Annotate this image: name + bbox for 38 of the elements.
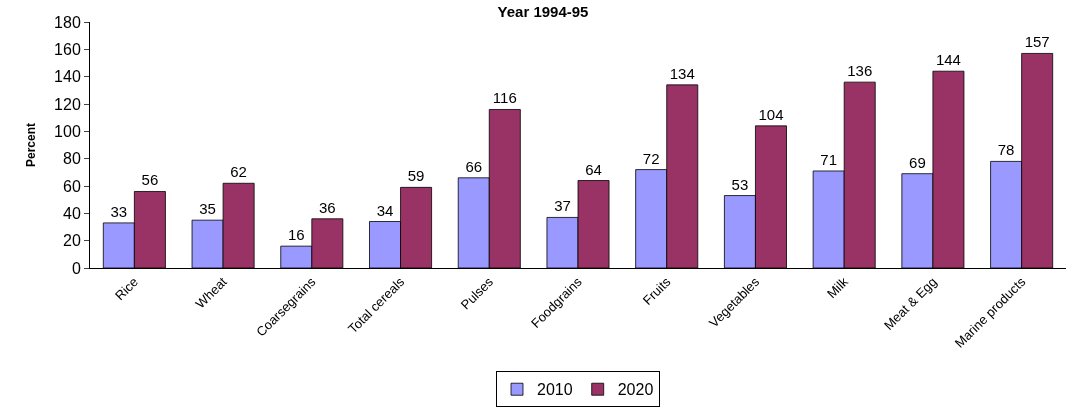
data-label: 33 bbox=[110, 202, 128, 220]
y-axis-title: Percent bbox=[24, 122, 39, 168]
y-tick-label: 100 bbox=[54, 122, 81, 140]
data-label: 36 bbox=[319, 198, 336, 216]
data-label: 71 bbox=[820, 150, 837, 168]
data-label: 72 bbox=[642, 149, 660, 167]
data-label: 66 bbox=[465, 157, 483, 175]
data-label: 35 bbox=[199, 200, 216, 218]
y-tick-label: 60 bbox=[63, 177, 81, 195]
legend-label: 2010 bbox=[537, 381, 573, 399]
chart-title: Year 1994-95 bbox=[497, 2, 589, 20]
data-label: 53 bbox=[731, 175, 749, 193]
data-label: 37 bbox=[554, 197, 571, 215]
data-label: 157 bbox=[1024, 33, 1050, 51]
x-tick-label: Milk bbox=[823, 273, 852, 302]
data-label: 78 bbox=[997, 141, 1015, 159]
y-tick-label: 40 bbox=[63, 204, 81, 222]
data-label: 59 bbox=[407, 167, 425, 185]
data-label: 56 bbox=[141, 171, 159, 189]
y-tick-label: 0 bbox=[71, 259, 81, 277]
data-label: 62 bbox=[230, 163, 247, 181]
y-tick-label: 20 bbox=[63, 232, 81, 250]
data-label: 104 bbox=[758, 105, 784, 123]
legend-label: 2020 bbox=[617, 381, 654, 399]
x-tick-label: Rice bbox=[112, 274, 142, 304]
y-tick-label: 80 bbox=[63, 150, 81, 168]
y-tick-label: 180 bbox=[54, 13, 81, 31]
data-label: 144 bbox=[935, 51, 961, 69]
data-label: 34 bbox=[376, 201, 394, 219]
data-label: 64 bbox=[585, 160, 602, 178]
data-label: 16 bbox=[287, 226, 305, 244]
data-label: 136 bbox=[847, 62, 873, 80]
y-tick-label: 120 bbox=[54, 95, 81, 113]
data-label: 69 bbox=[909, 153, 926, 171]
y-tick-label: 160 bbox=[54, 40, 81, 58]
data-label: 116 bbox=[492, 89, 517, 107]
y-tick-label: 140 bbox=[54, 68, 81, 86]
data-label: 134 bbox=[669, 64, 695, 82]
